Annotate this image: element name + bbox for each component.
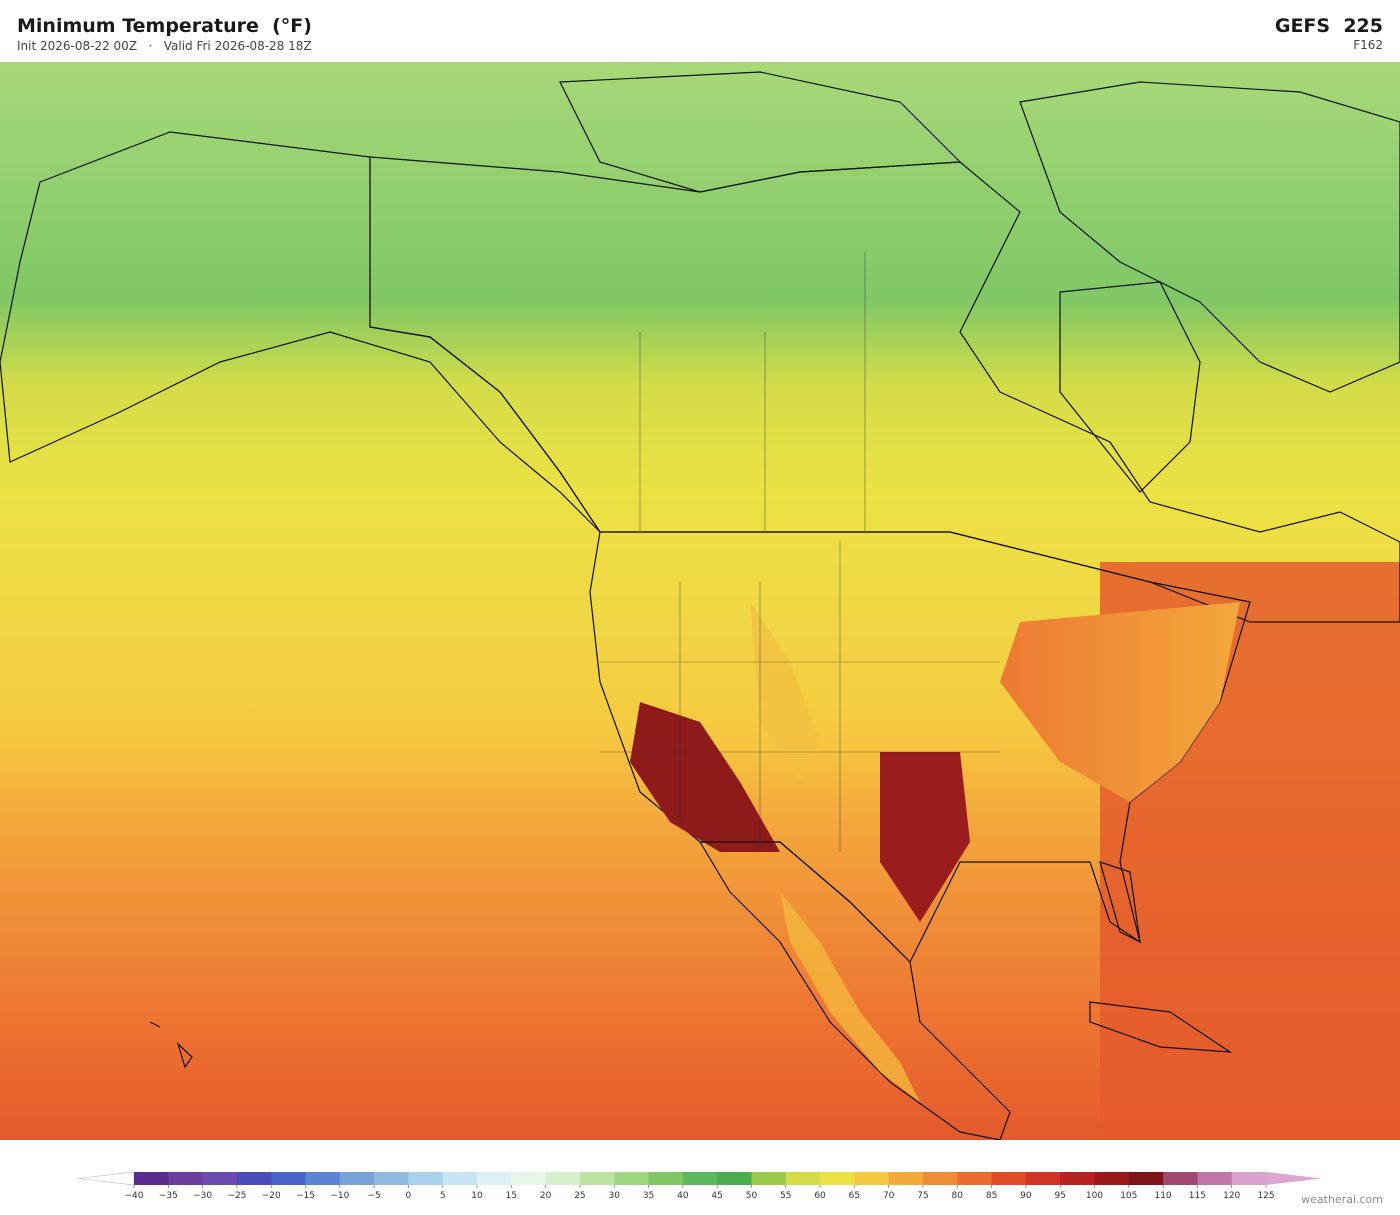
colorbar-tick-label: 30 xyxy=(609,1191,621,1201)
colorbar-tick-label: −35 xyxy=(159,1191,178,1201)
colorbar-swatch xyxy=(614,1172,650,1185)
colorbar-swatch xyxy=(545,1172,581,1185)
model-label: GEFS 225 xyxy=(1274,15,1383,37)
colorbar-tick-label: 50 xyxy=(746,1191,758,1201)
cuba xyxy=(1089,1001,1233,1053)
colorbar-swatch xyxy=(202,1172,238,1185)
colorbar-tick-label: 5 xyxy=(440,1191,446,1201)
colorbar-swatch xyxy=(751,1172,787,1185)
colorbar-swatch xyxy=(1025,1172,1061,1185)
colorbar-swatch xyxy=(1128,1172,1164,1185)
colorbar-tick-label: 95 xyxy=(1054,1191,1065,1201)
colorbar-tick-label: 75 xyxy=(917,1191,928,1201)
map xyxy=(0,62,1400,1140)
colorbar-swatch xyxy=(991,1172,1027,1185)
colorbar-swatch xyxy=(339,1172,375,1185)
colorbar-swatch xyxy=(1060,1172,1095,1185)
rockies xyxy=(750,602,820,782)
colorbar-tick-label: −40 xyxy=(125,1191,144,1201)
colorbar-swatch xyxy=(374,1172,409,1185)
colorbar-swatch xyxy=(1231,1172,1267,1185)
colorbar-over xyxy=(1266,1172,1322,1185)
colorbar-swatch xyxy=(168,1172,204,1185)
colorbar-swatch xyxy=(305,1172,341,1185)
borders xyxy=(369,157,1000,852)
colorbar-tick-label: 55 xyxy=(780,1191,791,1201)
colorbar-tick-label: −25 xyxy=(227,1191,246,1201)
colorbar-tick-label: 15 xyxy=(506,1191,517,1201)
colorbar-swatch xyxy=(682,1172,718,1185)
colorbar-swatch xyxy=(957,1172,993,1185)
colorbar-swatch xyxy=(579,1172,615,1185)
colorbar-swatch xyxy=(648,1172,684,1185)
colorbar-tick-label: 115 xyxy=(1189,1191,1206,1201)
colorbar-swatch xyxy=(134,1172,169,1185)
colorbar-swatch xyxy=(408,1172,444,1185)
colorbar-tick-label: 60 xyxy=(814,1191,826,1201)
plains-heat xyxy=(880,752,970,922)
usa xyxy=(589,531,1251,964)
colorbar-tick-label: 35 xyxy=(643,1191,654,1201)
watermark: weatherai.com xyxy=(1301,1193,1383,1206)
arctic-archipelago xyxy=(559,71,962,193)
colorbar-swatch xyxy=(820,1172,855,1185)
colorbar-swatch xyxy=(442,1172,478,1185)
colorbar-tick-label: −10 xyxy=(330,1191,349,1201)
mexican-plateau xyxy=(780,892,920,1102)
colorbar-tick-label: 40 xyxy=(677,1191,689,1201)
colorbar-tick-label: −20 xyxy=(262,1191,281,1201)
colorbar-tick-label: 90 xyxy=(1020,1191,1032,1201)
colorbar-tick-label: 85 xyxy=(986,1191,997,1201)
colorbar-swatch xyxy=(236,1172,272,1185)
colorbar-tick-label: −5 xyxy=(367,1191,380,1201)
colorbar-swatch xyxy=(888,1172,924,1185)
colorbar-swatch xyxy=(785,1172,821,1185)
mexico xyxy=(698,841,1011,1140)
colorbar-tick-label: 120 xyxy=(1223,1191,1240,1201)
florida xyxy=(1099,861,1141,944)
us-northeast xyxy=(1000,602,1240,802)
colorbar-swatch xyxy=(717,1172,752,1185)
colorbar-tick-label: 10 xyxy=(471,1191,483,1201)
title: Minimum Temperature (°F) xyxy=(17,15,312,37)
colorbar-tick-label: 45 xyxy=(711,1191,722,1201)
colorbar-tick-label: 65 xyxy=(849,1191,860,1201)
hudson-bay xyxy=(1059,281,1201,493)
colorbar-swatch xyxy=(477,1172,512,1185)
southwest-heat xyxy=(630,702,780,852)
colorbar-swatch xyxy=(1163,1172,1198,1185)
colorbar-tick-label: 110 xyxy=(1154,1191,1171,1201)
colorbar-tick-label: 80 xyxy=(952,1191,964,1201)
colorbar-tick-label: −30 xyxy=(193,1191,212,1201)
colorbar-tick-label: 105 xyxy=(1120,1191,1137,1201)
colorbar-under xyxy=(77,1171,135,1186)
forecast-hour: F162 xyxy=(1353,38,1383,52)
colorbar-tick-label: −15 xyxy=(296,1191,315,1201)
colorbar-tick-label: 0 xyxy=(406,1191,412,1201)
colorbar-tick-label: 125 xyxy=(1257,1191,1274,1201)
arctic-islands xyxy=(1019,81,1400,393)
colorbar-tick-label: 100 xyxy=(1086,1191,1103,1201)
colorbar-swatch xyxy=(271,1172,307,1185)
colorbar-swatch xyxy=(511,1172,547,1185)
subtitle: Init 2026-08-22 00Z · Valid Fri 2026-08-… xyxy=(17,39,312,53)
colorbar: −40 −35 −30 −25 −20 −15 −10 −5 0 5 10 15 20 25 30 35 40 4… xyxy=(77,1171,1322,1201)
colorbar-swatch xyxy=(922,1172,958,1185)
colorbar-swatch xyxy=(1094,1172,1130,1185)
hawaii xyxy=(149,1021,193,1069)
colorbar-swatch xyxy=(1197,1172,1233,1185)
colorbar-tick-label: 20 xyxy=(540,1191,552,1201)
colorbar-swatch xyxy=(854,1172,890,1185)
colorbar-tick-label: 70 xyxy=(883,1191,895,1201)
colorbar-tick-label: 25 xyxy=(574,1191,585,1201)
